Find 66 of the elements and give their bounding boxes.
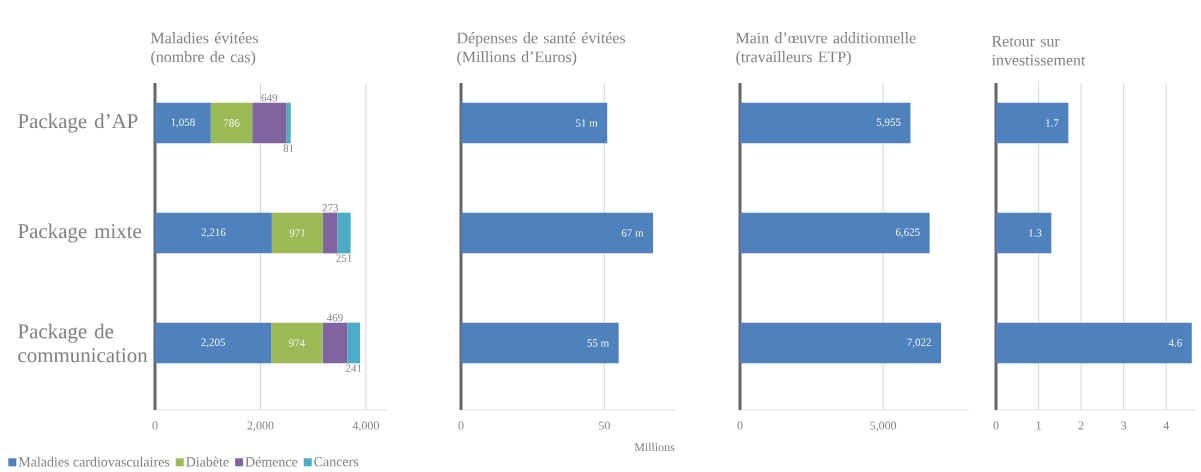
- data-label: 81: [283, 144, 294, 152]
- bar: [996, 212, 1052, 254]
- bar: [996, 322, 1192, 364]
- chart-title: Main d’œuvre additionnelle (travailleurs ETP): [735, 32, 916, 66]
- data-label: 55 m: [587, 339, 609, 347]
- x-tick-label: 0: [737, 421, 743, 430]
- bar: [286, 102, 291, 144]
- x-axis-title: Millions: [634, 442, 675, 452]
- bar: [740, 212, 930, 254]
- data-label: 1.3: [1029, 229, 1042, 237]
- data-label: 974: [289, 339, 305, 347]
- y-tick-label: Package mixte: [18, 223, 142, 243]
- bar: [271, 322, 323, 364]
- x-tick-label: 0: [458, 421, 464, 430]
- y-tick-label: Package de communication: [18, 323, 148, 363]
- bar: [322, 322, 348, 364]
- legend-label: Maladies cardiovasculaires: [18, 456, 170, 467]
- data-label: 786: [224, 119, 240, 127]
- x-tick-label: 50: [599, 421, 610, 430]
- data-label: 241: [345, 364, 362, 372]
- x-tick-label: 2,000: [247, 421, 274, 432]
- data-label: 7,022: [907, 338, 931, 348]
- bar: [155, 102, 211, 144]
- x-tick-label: 4,000: [352, 421, 379, 432]
- bar: [271, 212, 324, 254]
- data-label: 649: [261, 94, 278, 102]
- y-tick-label: Package d’AP: [18, 113, 138, 133]
- bar: [337, 212, 351, 254]
- bar: [461, 212, 654, 254]
- data-label: 1,058: [171, 118, 195, 128]
- chart-title: Retour sur investissement: [991, 35, 1086, 66]
- bar: [461, 102, 608, 144]
- bar: [347, 322, 361, 364]
- data-label: 273: [322, 204, 339, 212]
- x-tick-label: 1: [1036, 421, 1041, 430]
- chart-title: Maladies évitées (nombre de cas): [150, 32, 258, 66]
- x-tick-label: 3: [1121, 421, 1127, 430]
- data-label: 2,205: [201, 338, 226, 348]
- bar: [252, 102, 287, 144]
- bar: [740, 102, 911, 144]
- bar: [461, 322, 619, 364]
- data-label: 67 m: [621, 229, 644, 237]
- bar: [996, 102, 1069, 144]
- data-label: 1.7: [1046, 119, 1059, 127]
- bar: [155, 322, 272, 364]
- data-label: 469: [326, 314, 343, 322]
- chart-title: Dépenses de santé évitées (Millions d’Euros): [456, 32, 626, 66]
- data-label: 4.6: [1168, 339, 1182, 347]
- x-tick-label: 4: [1163, 421, 1170, 430]
- legend-label: Démence: [245, 456, 298, 467]
- bar: [210, 102, 253, 144]
- legend-label: Diabète: [186, 456, 229, 467]
- bar: [323, 212, 338, 254]
- data-label: 2,216: [201, 228, 226, 238]
- data-label: 51 m: [576, 119, 598, 127]
- legend-label: Cancers: [314, 456, 359, 467]
- bar: [155, 212, 272, 254]
- bar: [740, 322, 942, 364]
- x-tick-label: 2: [1078, 421, 1084, 430]
- data-label: 971: [289, 229, 305, 237]
- data-label: 5,955: [876, 118, 901, 128]
- data-label: 251: [336, 254, 352, 262]
- x-tick-label: 0: [993, 421, 999, 430]
- data-label: 6,625: [895, 228, 920, 238]
- x-tick-label: 0: [152, 421, 158, 430]
- x-tick-label: 5,000: [870, 421, 897, 432]
